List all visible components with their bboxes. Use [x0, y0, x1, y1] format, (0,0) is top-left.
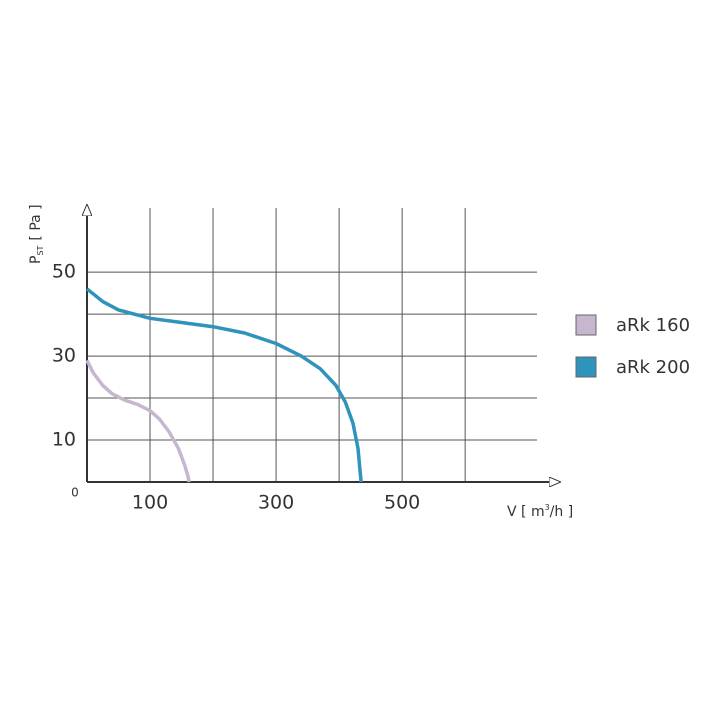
x-label-main: V [ m [507, 504, 545, 520]
x-axis-label: V [ m3/h ] [507, 503, 573, 521]
y-label-sub: ST [36, 245, 45, 255]
legend-swatch [575, 356, 597, 378]
y-tick-label: 50 [52, 261, 76, 283]
y-label-main: P [28, 256, 44, 264]
legend-label: aRk 200 [616, 357, 690, 378]
series-line [85, 287, 363, 483]
x-tick-label: 500 [384, 492, 420, 514]
y-tick-label: 30 [52, 345, 76, 367]
legend-swatch [575, 314, 597, 336]
x-label-sup: 3 [545, 503, 550, 512]
y-tick-label: 10 [52, 429, 76, 451]
series-line [85, 359, 191, 483]
legend-label: aRk 160 [616, 315, 690, 336]
x-label-unit: /h ] [550, 504, 574, 520]
y-label-unit: [ Pa ] [28, 204, 44, 240]
origin-label: 0 [71, 486, 79, 500]
x-tick-label: 300 [258, 492, 294, 514]
x-tick-label: 100 [132, 492, 168, 514]
y-axis-label: PST [ Pa ] [28, 204, 45, 264]
